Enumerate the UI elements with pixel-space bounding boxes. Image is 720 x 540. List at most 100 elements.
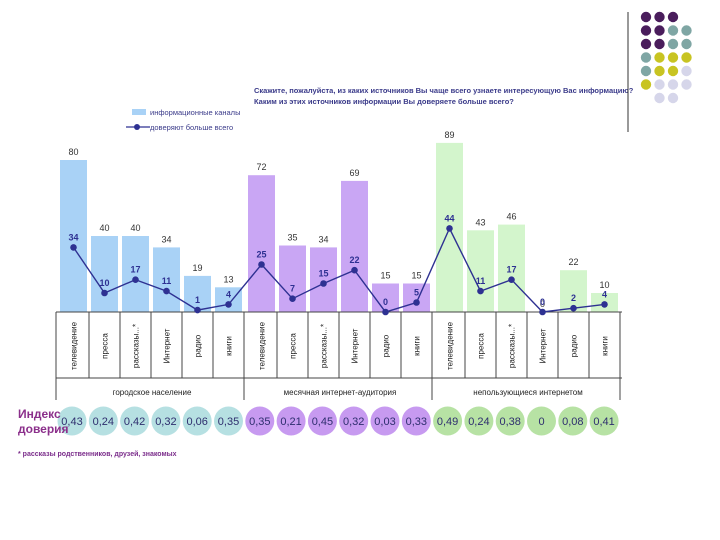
question-line-2: Каким из этих источников информации Вы д… bbox=[254, 97, 514, 106]
bar bbox=[467, 230, 494, 312]
trust-index-value: 0,33 bbox=[406, 416, 427, 428]
category-tick-label: пресса bbox=[477, 333, 486, 359]
trust-line-marker bbox=[225, 301, 232, 308]
bar bbox=[279, 245, 306, 312]
trust-line-marker bbox=[351, 266, 358, 274]
trust-line-value-label: 5 bbox=[414, 288, 419, 298]
trust-index-circle bbox=[589, 406, 619, 436]
trust-index-circle bbox=[245, 406, 275, 436]
trust-line-value-label: 4 bbox=[602, 289, 607, 299]
trust-line-value-label: 7 bbox=[290, 284, 295, 294]
bar-value-label: 69 bbox=[349, 168, 359, 178]
trust-index-value: 0,24 bbox=[93, 416, 114, 428]
decor-dot bbox=[640, 11, 652, 23]
trust-index-circle bbox=[370, 406, 400, 436]
trust-index-circle bbox=[182, 406, 212, 436]
bar bbox=[91, 236, 118, 312]
trust-index-value: 0,24 bbox=[468, 416, 489, 428]
question-line-1: Скажите, пожалуйста, из каких источников… bbox=[254, 86, 634, 95]
category-tick-label: телевидение bbox=[446, 321, 455, 370]
category-tick-label: радио bbox=[570, 334, 579, 357]
decor-dot bbox=[681, 38, 692, 50]
category-tick-label: телевидение bbox=[70, 321, 79, 370]
bar-value-label: 19 bbox=[192, 263, 202, 273]
legend: информационные каналы доверяют больше вс… bbox=[126, 108, 240, 132]
trust-index-circle bbox=[307, 406, 337, 436]
bar bbox=[403, 283, 430, 312]
trust-index-value: 0,38 bbox=[499, 416, 520, 428]
decor-dot bbox=[667, 38, 679, 50]
bar-value-label: 34 bbox=[318, 234, 328, 244]
trust-index-value: 0,43 bbox=[61, 416, 82, 428]
bar bbox=[372, 283, 399, 312]
decor-dot bbox=[640, 79, 652, 90]
decor-dot bbox=[640, 65, 652, 77]
bar-value-label: 15 bbox=[380, 271, 390, 281]
decor-dot bbox=[667, 52, 679, 63]
category-tick-label: Интернет bbox=[539, 328, 548, 363]
trust-line-marker bbox=[570, 304, 577, 312]
trust-index-circle bbox=[120, 406, 150, 436]
trust-index-value: 0,06 bbox=[186, 416, 207, 428]
bar-value-label: 0 bbox=[540, 299, 545, 309]
category-tick-label: пресса bbox=[101, 333, 110, 359]
category-tick-label: книги bbox=[413, 336, 422, 356]
category-tick-label: Интернет bbox=[351, 328, 360, 363]
group-label: непользующиеся интернетом bbox=[473, 388, 582, 397]
decor-dot bbox=[681, 65, 692, 77]
group-label: месячная интернет-аудитория bbox=[284, 388, 397, 397]
trust-index-value: 0,32 bbox=[155, 416, 176, 428]
category-tick-label: Интернет bbox=[163, 328, 172, 363]
decor-dot bbox=[654, 25, 665, 36]
decor-dot bbox=[667, 65, 679, 77]
trust-line-marker bbox=[70, 244, 77, 251]
trust-index-row: 0,43 0,24 0,42 0,32 0,06 0,35 0,35 0,21 0,45 0,32… bbox=[57, 406, 619, 436]
trust-line-value-label: 15 bbox=[318, 269, 328, 279]
bar bbox=[60, 160, 87, 312]
trust-index-value: 0,41 bbox=[593, 416, 614, 428]
trust-index-circle bbox=[527, 406, 556, 436]
footnote: * рассказы родственников, друзей, знаком… bbox=[18, 451, 177, 458]
bar-value-label: 10 bbox=[599, 280, 609, 290]
trust-index-value: 0,45 bbox=[312, 416, 333, 428]
trust-index-value: 0,21 bbox=[280, 416, 301, 428]
legend-bar-swatch bbox=[132, 109, 146, 115]
bar bbox=[184, 275, 211, 312]
trust-line-value-label: 25 bbox=[256, 250, 266, 260]
trust-index-value: 0,32 bbox=[343, 416, 364, 428]
trust-line-marker bbox=[289, 295, 296, 303]
bar-value-label: 46 bbox=[506, 212, 516, 222]
trust-line-marker bbox=[477, 287, 484, 295]
legend-line-marker bbox=[134, 124, 140, 130]
trust-line-value-label: 4 bbox=[226, 289, 231, 299]
trust-index-circle bbox=[558, 406, 588, 436]
trust-line-value-label: 17 bbox=[506, 265, 516, 275]
trust-line-marker bbox=[163, 287, 170, 295]
category-tick-label: книги bbox=[601, 336, 610, 356]
category-tick-label: пресса bbox=[289, 333, 298, 359]
bar-value-label: 13 bbox=[223, 274, 233, 284]
trust-line-value-label: 0 bbox=[383, 297, 388, 307]
decor-dot bbox=[654, 11, 665, 23]
bar-value-label: 43 bbox=[475, 217, 485, 227]
bar bbox=[498, 224, 525, 312]
bar bbox=[248, 175, 275, 312]
trust-index-value: 0,35 bbox=[218, 416, 239, 428]
trust-index-value: 0,42 bbox=[124, 416, 145, 428]
decor-dot bbox=[640, 52, 652, 63]
trust-index-circle bbox=[464, 406, 494, 436]
bar-value-label: 80 bbox=[68, 147, 78, 157]
trust-index-value: 0 bbox=[538, 416, 544, 428]
decor-dot bbox=[654, 52, 665, 63]
trust-index-value: 0,49 bbox=[437, 416, 458, 428]
category-tick-label: телевидение bbox=[258, 321, 267, 370]
trust-index-heading: Индекс доверия bbox=[18, 407, 69, 437]
trust-line-value-label: 10 bbox=[99, 278, 109, 288]
category-tick-label: рассказы...* bbox=[508, 324, 517, 368]
category-tick-label: радио bbox=[382, 334, 391, 357]
trust-line-marker bbox=[101, 289, 108, 297]
category-tick-label: радио bbox=[194, 334, 203, 357]
trust-line-value-label: 11 bbox=[476, 276, 486, 286]
category-tick-label: рассказы...* bbox=[320, 324, 329, 368]
